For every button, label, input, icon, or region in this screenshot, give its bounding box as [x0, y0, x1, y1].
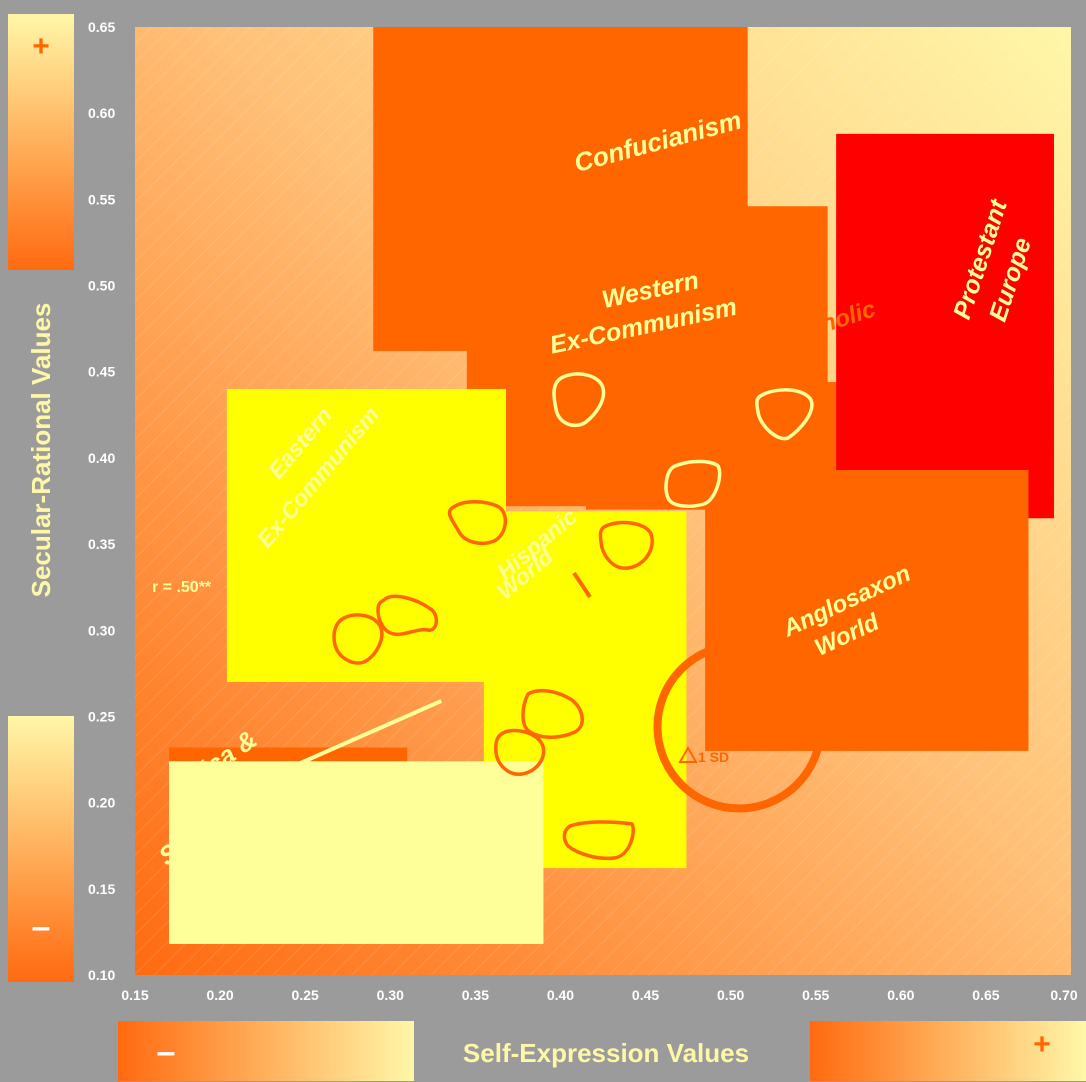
y-legend-minus-sign: – — [32, 908, 51, 946]
y-tick-label: 0.30 — [88, 622, 115, 638]
zone-protestant-europe — [836, 133, 1054, 519]
correlation-label: r = .50** — [152, 579, 212, 596]
x-tick-label: 0.65 — [972, 987, 999, 1003]
outline-stroke — [572, 571, 592, 599]
y-tick-label: 0.25 — [88, 708, 115, 724]
outline-blob-3 — [664, 459, 722, 508]
x-tick-label: 0.55 — [802, 987, 829, 1003]
y-legend-top-bar — [8, 14, 74, 270]
outline-blob-6 — [376, 594, 439, 637]
outline-blob-1 — [552, 372, 606, 428]
y-tick-label: 0.35 — [88, 536, 115, 552]
outline-blob-2 — [755, 388, 814, 441]
y-legend-bottom-bar — [8, 716, 74, 982]
y-tick-label: 0.60 — [88, 105, 115, 121]
y-legend-plus-sign: + — [32, 30, 50, 63]
x-tick-label: 0.35 — [462, 987, 489, 1003]
x-tick-label: 0.70 — [1050, 987, 1077, 1003]
sd-triangle-icon — [678, 745, 698, 763]
sd-label: 1 SD — [698, 749, 729, 765]
y-tick-labels: 0.65 0.60 0.55 0.50 0.45 0.40 0.35 0.30 0.25 0.20… — [88, 19, 115, 983]
outline-blob-8 — [521, 688, 584, 739]
y-tick-label: 0.55 — [88, 191, 115, 207]
y-tick-label: 0.65 — [88, 19, 115, 35]
hand-drawn-outlines — [332, 372, 814, 861]
zone-anglosaxon-world — [705, 469, 1029, 751]
outline-blob-7 — [332, 613, 384, 665]
outline-blob-4 — [447, 500, 507, 545]
y-tick-label: 0.40 — [88, 450, 115, 466]
outline-blob-9 — [494, 728, 546, 776]
x-axis-title: Self-Expression Values — [463, 1038, 749, 1068]
outline-blob-10 — [562, 820, 635, 861]
zone-pale-box-8 — [169, 761, 544, 944]
x-legend-plus-sign: + — [1033, 1028, 1051, 1061]
x-tick-label: 0.60 — [887, 987, 914, 1003]
outline-blob-5 — [598, 520, 654, 570]
y-tick-label: 0.45 — [88, 364, 115, 380]
x-tick-label: 0.20 — [206, 987, 233, 1003]
regression-line — [295, 699, 443, 767]
x-tick-label: 0.45 — [632, 987, 659, 1003]
y-tick-label: 0.50 — [88, 278, 115, 294]
y-axis-title: Secular-Rational Values — [26, 303, 56, 598]
x-tick-label: 0.50 — [717, 987, 744, 1003]
x-tick-label: 0.25 — [292, 987, 319, 1003]
y-tick-label: 0.15 — [88, 881, 115, 897]
x-tick-label: 0.30 — [377, 987, 404, 1003]
x-legend-minus-sign: – — [157, 1033, 176, 1071]
y-tick-label: 0.20 — [88, 795, 115, 811]
y-tick-label: 0.10 — [88, 967, 115, 983]
x-tick-label: 0.40 — [547, 987, 574, 1003]
sd-circle — [653, 641, 825, 813]
zone-rectangles — [169, 27, 1054, 944]
x-tick-labels: 0.15 0.20 0.25 0.30 0.35 0.40 0.45 0.50 0.55 0.60… — [121, 987, 1077, 1003]
x-legend-left-bar — [118, 1021, 414, 1081]
x-tick-label: 0.15 — [121, 987, 148, 1003]
x-legend-right-bar — [810, 1021, 1086, 1081]
